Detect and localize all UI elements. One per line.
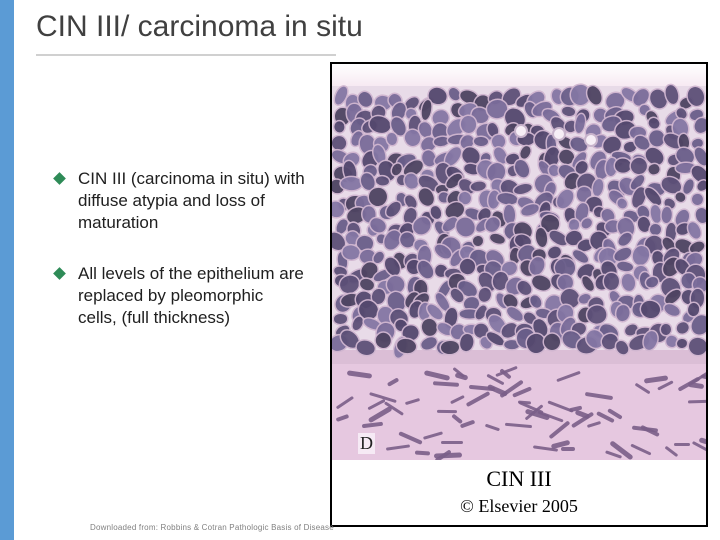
bullet-text: CIN III (carcinoma in situ) with diffuse… (78, 168, 305, 233)
diamond-icon (53, 267, 66, 280)
page-title: CIN III/ carcinoma in situ (36, 10, 363, 44)
histology-figure: D CIN III © Elsevier 2005 (330, 62, 708, 527)
bullet-text: All levels of the epithelium are replace… (78, 263, 305, 328)
accent-stripe (0, 0, 14, 540)
figure-caption: CIN III (332, 466, 706, 492)
list-item: All levels of the epithelium are replace… (55, 263, 305, 328)
title-underline (36, 54, 336, 56)
bullet-list: CIN III (carcinoma in situ) with diffuse… (55, 168, 305, 359)
figure-copyright: © Elsevier 2005 (332, 496, 706, 517)
panel-label: D (358, 433, 375, 454)
diamond-icon (53, 172, 66, 185)
list-item: CIN III (carcinoma in situ) with diffuse… (55, 168, 305, 233)
source-note: Downloaded from: Robbins & Cotran Pathol… (90, 523, 334, 532)
histology-image: D (332, 64, 706, 460)
